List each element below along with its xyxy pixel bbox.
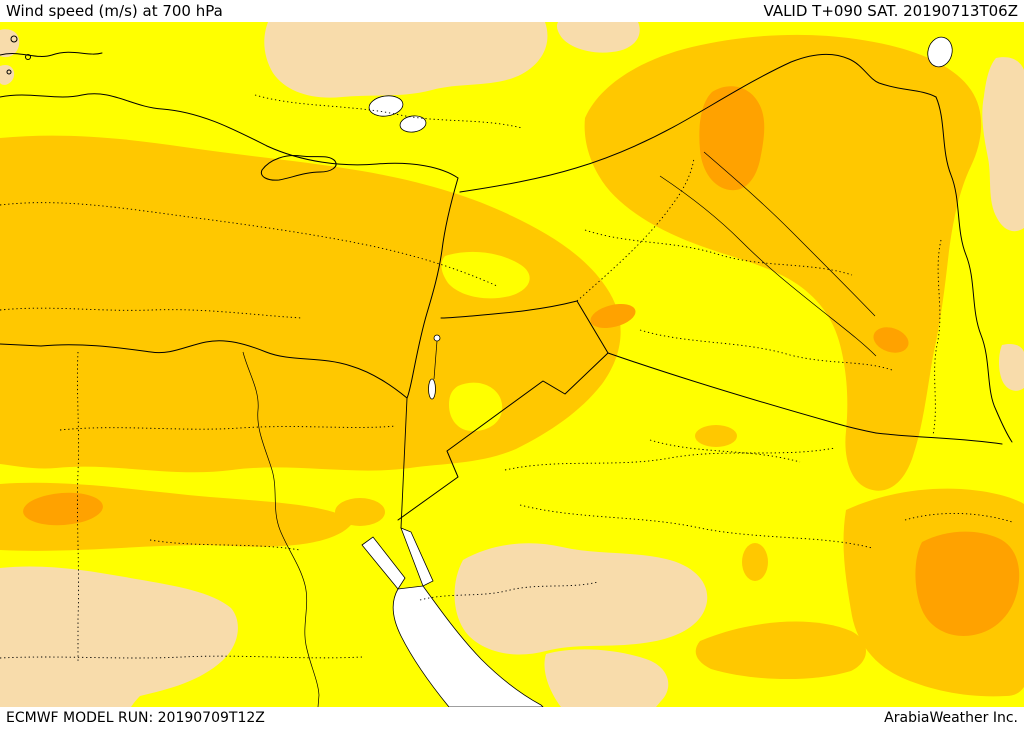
contour-line xyxy=(59,425,397,431)
levant-coastline xyxy=(406,177,459,399)
jordan-river xyxy=(433,340,438,380)
syria-jordan-border xyxy=(440,300,578,319)
map-header-bar: Wind speed (m/s) at 700 hPa VALID T+090 … xyxy=(0,0,1024,22)
cyprus-island xyxy=(260,155,337,181)
valid-time-label: VALID T+090 SAT. 20190713T06Z xyxy=(763,2,1018,20)
orange-core-north-iraq xyxy=(699,86,765,191)
tan-region-anatolia xyxy=(264,22,548,98)
tan-region-caspian-edge xyxy=(982,57,1024,232)
aegean-coastline xyxy=(0,51,103,57)
contour-line xyxy=(519,504,873,549)
rivers xyxy=(242,151,877,707)
yellow-pocket-syria-coast xyxy=(441,251,530,299)
saudi-kuwait-border xyxy=(875,432,1003,445)
map-container xyxy=(0,22,1024,707)
tan-region-aegean-b xyxy=(0,64,15,85)
egypt-libya-border-dotted xyxy=(76,351,80,662)
iraq-iran-border xyxy=(935,96,1013,443)
tan-region-hejaz xyxy=(544,649,669,707)
orange-core-east-iraq xyxy=(873,327,909,353)
orange-core-east-jordan xyxy=(590,303,636,329)
tan-region-south-egypt xyxy=(0,566,238,707)
gold-spot-gulf-of-suez xyxy=(335,498,385,526)
credit-label: ArabiaWeather Inc. xyxy=(884,710,1018,726)
turkey-syria-iraq-border xyxy=(459,53,937,193)
strong-wind-orange-cores xyxy=(23,86,1020,636)
coastlines-and-borders xyxy=(0,35,1013,529)
euphrates-river xyxy=(659,175,877,357)
map-footer-bar: ECMWF MODEL RUN: 20190709T12Z ArabiaWeat… xyxy=(0,707,1024,729)
tan-region-north-saudi xyxy=(454,543,708,655)
gulf-of-aqaba xyxy=(400,527,434,587)
nile-river xyxy=(242,351,320,707)
gulf-of-suez xyxy=(361,536,406,590)
jordan-saudi-border xyxy=(397,352,609,521)
gold-region-south-band xyxy=(695,621,866,680)
gold-spot-nafud xyxy=(742,543,768,581)
gold-region-northeast-iraq xyxy=(584,34,982,491)
low-wind-tan-regions xyxy=(0,22,1024,707)
yellow-pocket-negev xyxy=(449,382,503,432)
orange-core-west-egypt xyxy=(23,492,103,526)
tan-region-right-edge xyxy=(999,343,1024,391)
dead-sea xyxy=(428,378,436,400)
lake-beysehir xyxy=(399,115,427,133)
map-title: Wind speed (m/s) at 700 hPa xyxy=(6,2,223,20)
contour-line xyxy=(639,329,893,371)
aegean-island xyxy=(10,35,18,43)
egypt-israel-border xyxy=(400,397,408,529)
contour-line xyxy=(254,94,523,129)
iraq-saudi-border xyxy=(607,352,877,434)
jordan-iraq-border xyxy=(576,300,609,354)
egypt-coastline xyxy=(0,340,408,399)
contour-line xyxy=(0,307,303,319)
contour-line xyxy=(0,202,498,287)
gold-spot-central-saudi xyxy=(695,425,737,447)
contour-line xyxy=(419,581,599,601)
tigris-river xyxy=(703,151,876,317)
turkey-south-coastline xyxy=(0,93,459,179)
aegean-island xyxy=(25,54,31,60)
orange-core-southeast xyxy=(915,531,1020,636)
dotted-contour-lines xyxy=(0,94,1013,662)
tan-region-anatolia-east xyxy=(556,22,640,53)
contour-line xyxy=(149,539,301,551)
sea-of-galilee xyxy=(433,334,441,342)
aegean-island xyxy=(6,69,12,75)
yellow-pockets xyxy=(441,251,530,432)
lake-van xyxy=(927,36,953,68)
model-run-label: ECMWF MODEL RUN: 20190709T12Z xyxy=(6,710,265,726)
red-sea xyxy=(392,585,544,707)
contour-line xyxy=(584,229,853,276)
wind-speed-map xyxy=(0,22,1024,707)
